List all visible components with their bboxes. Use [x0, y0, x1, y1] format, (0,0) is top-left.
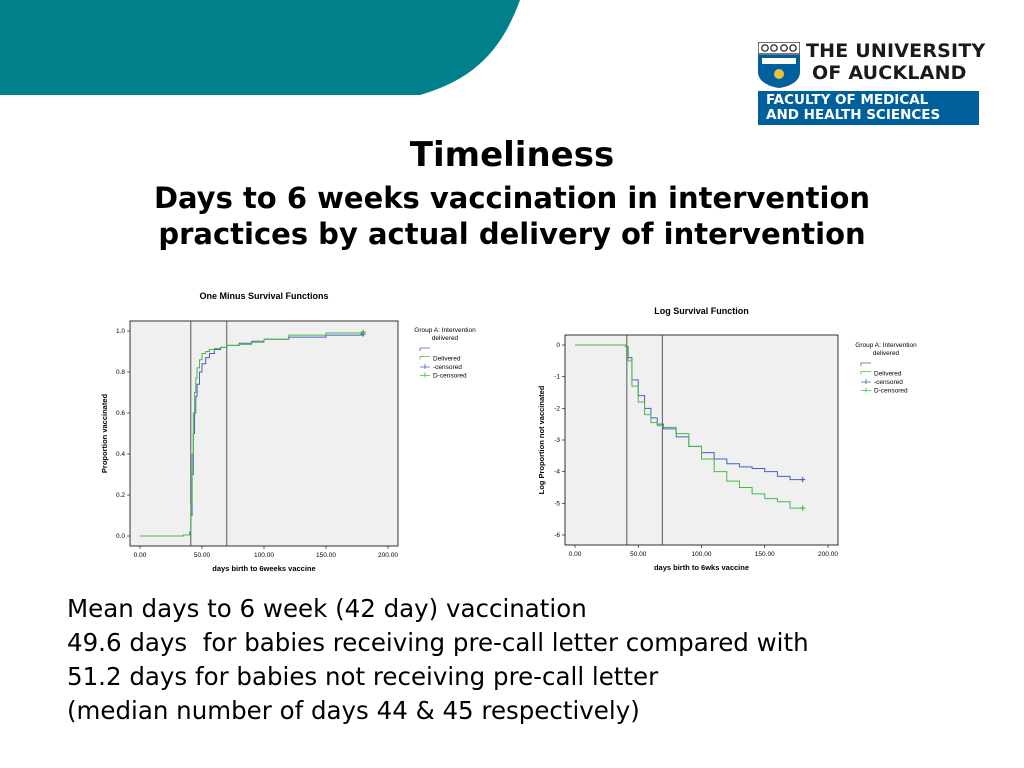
legend-label-2: -censored	[433, 364, 462, 371]
faculty-line2: AND HEALTH SCIENCES	[766, 107, 941, 123]
y-tick-label: 0.4	[116, 451, 125, 458]
legend-label-3: D-censored	[433, 373, 467, 380]
legend-label-1: Delivered	[874, 371, 902, 378]
university-name-line1: THE UNIVERSITY	[806, 40, 986, 62]
y-tick-label: -6	[554, 532, 560, 539]
legend-title-line1: Group A: Intervention	[855, 342, 917, 349]
legend-swatch-0	[419, 347, 430, 351]
legend-swatch-3	[861, 387, 871, 393]
faculty-banner: FACULTY OF MEDICAL AND HEALTH SCIENCES	[758, 91, 979, 125]
summary-line-4: (median number of days 44 & 45 respectiv…	[67, 696, 640, 725]
y-tick-label: 0.2	[116, 492, 125, 499]
x-tick-label: 100.00	[692, 551, 712, 558]
y-tick-label: 0.0	[116, 533, 125, 540]
legend-title-line1: Group A: Intervention	[414, 327, 476, 334]
subtitle-line1: Days to 6 weeks vaccination in intervent…	[153, 181, 871, 215]
y-tick-label: -1	[554, 374, 560, 381]
chart-log-survival: Log Survival Function -6 -5 -4 -3 -2 -1 0 0.00 50…	[537, 306, 917, 572]
university-logo: THE UNIVERSITY OF AUCKLAND FACULTY OF ME…	[758, 40, 985, 126]
summary-line-2: 49.6 days for babies receiving pre-call …	[67, 628, 809, 657]
x-tick-label: 200.00	[378, 552, 398, 559]
slide-subtitle: Days to 6 weeks vaccination in intervent…	[0, 180, 1024, 252]
y-tick-label: -4	[554, 469, 560, 476]
y-tick-label: 1.0	[116, 328, 125, 335]
chart-title: Log Survival Function	[654, 306, 749, 316]
faculty-line1: FACULTY OF MEDICAL	[766, 92, 929, 108]
legend-swatch-1	[419, 356, 430, 360]
censor-marker-1	[800, 505, 806, 511]
y-tick-label: -2	[554, 405, 560, 412]
series-line-1	[140, 332, 364, 537]
university-name-line2: OF AUCKLAND	[812, 62, 967, 84]
legend-swatch-0	[860, 362, 871, 366]
legend-title-line2: delivered	[873, 350, 900, 357]
legend-label-1: Delivered	[433, 356, 461, 363]
y-tick-label: -5	[554, 500, 560, 507]
legend-label-3: D-censored	[874, 388, 908, 395]
censor-marker-1	[360, 329, 366, 335]
summary-text: Mean days to 6 week (42 day) vaccination…	[67, 592, 809, 728]
x-tick-label: 150.00	[316, 552, 336, 559]
summary-line-3: 51.2 days for babies not receiving pre-c…	[67, 662, 659, 691]
legend-swatch-1	[860, 371, 871, 375]
plot-area	[564, 334, 839, 546]
legend-swatch-3	[420, 372, 430, 378]
x-tick-label: 150.00	[755, 551, 775, 558]
series-line-1	[575, 344, 803, 509]
legend-label-2: -censored	[874, 379, 903, 386]
header-teal-shape	[0, 0, 520, 95]
x-axis-label: days birth to 6weeks vaccine	[212, 564, 315, 573]
series-line-0	[575, 344, 803, 481]
x-tick-label: 100.00	[254, 552, 274, 559]
y-axis-label: Proportion vaccinated	[100, 393, 109, 473]
plot-area	[129, 320, 399, 547]
subtitle-line2: practices by actual delivery of interven…	[158, 217, 866, 251]
censor-marker-0	[800, 477, 806, 483]
x-tick-label: 200.00	[818, 551, 838, 558]
y-tick-label: -3	[554, 437, 560, 444]
x-tick-label: 50.00	[194, 552, 211, 559]
y-tick-label: 0.6	[116, 410, 125, 417]
x-tick-label: 0.00	[569, 551, 582, 558]
y-tick-label: 0	[556, 342, 560, 349]
legend-swatch-2	[420, 364, 430, 369]
summary-line-1: Mean days to 6 week (42 day) vaccination	[67, 594, 587, 623]
y-axis-label: Log Proportion not vaccinated	[537, 385, 546, 494]
x-tick-label: 0.00	[134, 552, 147, 559]
chart-one-minus-survival: One Minus Survival Functions 0.0 0.2 0.4 0.6…	[100, 291, 476, 573]
university-crest-icon	[758, 42, 800, 88]
x-axis-label: days birth to 6wks vaccine	[654, 563, 749, 572]
x-tick-label: 50.00	[630, 551, 647, 558]
legend-title-line2: delivered	[432, 335, 459, 342]
slide-title: Timeliness	[409, 135, 615, 175]
legend-swatch-2	[861, 379, 871, 384]
y-tick-label: 0.8	[116, 369, 125, 376]
chart-title: One Minus Survival Functions	[199, 291, 328, 301]
